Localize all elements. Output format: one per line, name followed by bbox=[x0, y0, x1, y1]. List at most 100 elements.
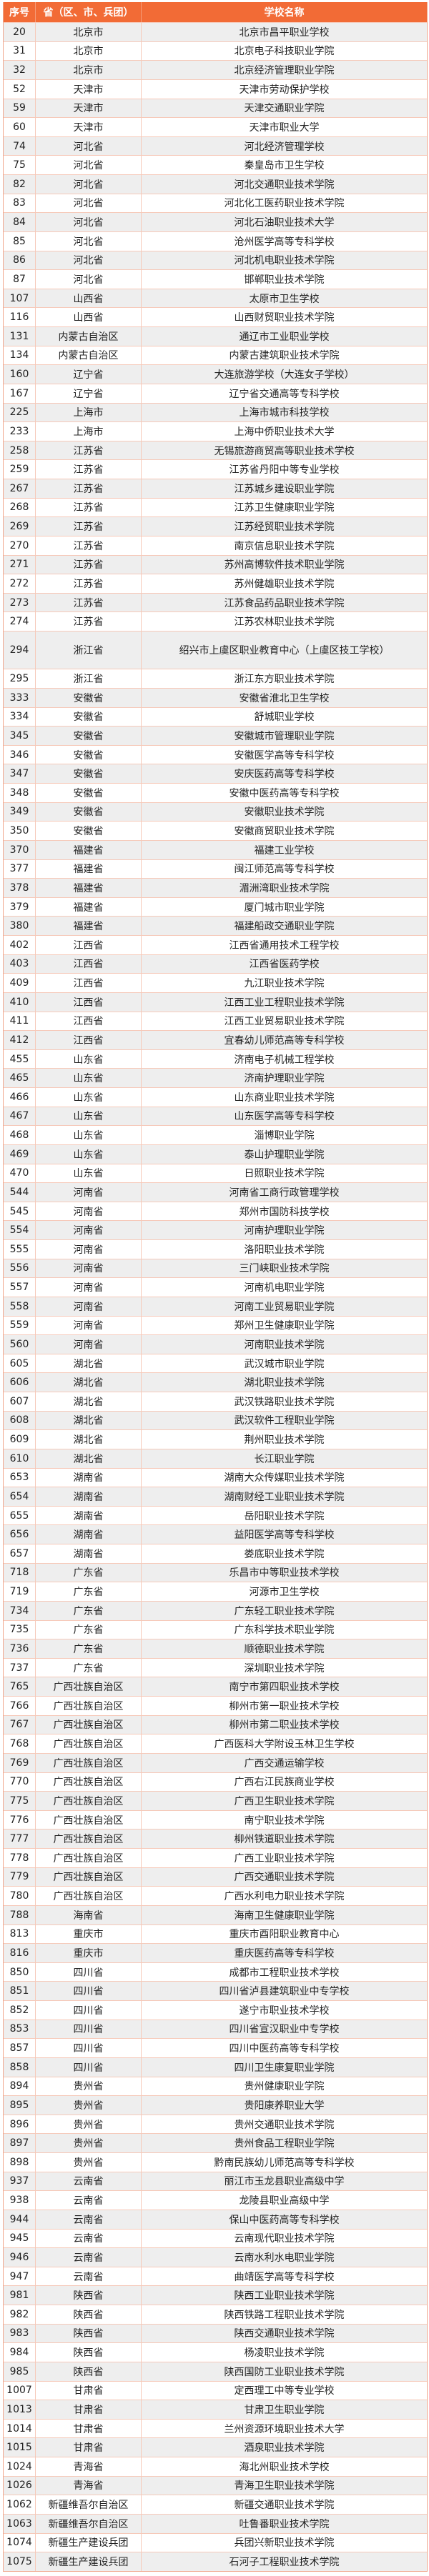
table-row: 1013 甘肃省 甘肃卫生职业学院 bbox=[4, 2400, 427, 2419]
cell-no: 295 bbox=[4, 669, 36, 688]
cell-no: 608 bbox=[4, 1411, 36, 1430]
cell-no: 898 bbox=[4, 2153, 36, 2172]
table-row: 985 陕西省 陕西国防工业职业技术学院 bbox=[4, 2361, 427, 2381]
cell-province: 安徽省 bbox=[36, 822, 142, 840]
cell-school: 郑州卫生健康职业学院 bbox=[234, 1320, 335, 1332]
table-row: 377 福建省 闽江师范高等专科学校 bbox=[4, 859, 427, 879]
cell-school: 深圳职业技术学院 bbox=[244, 1662, 325, 1674]
cell-no: 1013 bbox=[4, 2400, 36, 2419]
cell-province: 河南省 bbox=[36, 1259, 142, 1278]
cell-school: 柳州铁道职业技术学院 bbox=[234, 1834, 335, 1846]
table-row: 1014 甘肃省 兰州资源环境职业技术大学 bbox=[4, 2418, 427, 2438]
cell-province: 河北省 bbox=[36, 270, 142, 289]
table-row: 225 上海市 上海市城市科技学校 bbox=[4, 402, 427, 422]
table-row: 816 重庆市 重庆医药高等专科学校 bbox=[4, 1943, 427, 1962]
table-row: 737 广东省 深圳职业技术学院 bbox=[4, 1657, 427, 1677]
cell-no: 467 bbox=[4, 1107, 36, 1126]
table-row: 945 云南省 云南现代职业技术学院 bbox=[4, 2228, 427, 2248]
cell-no: 272 bbox=[4, 574, 36, 593]
table-row: 131 内蒙古自治区 通辽市工业职业学校 bbox=[4, 326, 427, 346]
table-row: 606 湖北省 湖北职业技术学院 bbox=[4, 1372, 427, 1392]
table-row: 557 河南省 河南机电职业学院 bbox=[4, 1277, 427, 1297]
cell-province: 甘肃省 bbox=[36, 2400, 142, 2419]
cell-school: 兰州资源环境职业技术大学 bbox=[224, 2423, 345, 2435]
cell-no: 60 bbox=[4, 118, 36, 136]
cell-school: 青海卫生职业技术学院 bbox=[234, 2480, 335, 2492]
table-row: 345 安徽省 安徽城市管理职业学院 bbox=[4, 726, 427, 745]
cell-province: 广西壮族自治区 bbox=[36, 1677, 142, 1696]
table-row: 268 江苏省 江苏卫生健康职业学院 bbox=[4, 497, 427, 517]
cell-school: 广西交通运输学校 bbox=[244, 1757, 325, 1769]
cell-province: 江西省 bbox=[36, 954, 142, 974]
table-row: 735 广东省 广东科学技术职业学院 bbox=[4, 1619, 427, 1639]
table-row: 946 云南省 云南水利水电职业学院 bbox=[4, 2247, 427, 2267]
cell-no: 981 bbox=[4, 2286, 36, 2305]
cell-province: 湖南省 bbox=[36, 1487, 142, 1506]
table-row: 944 云南省 保山中医药高等专科学校 bbox=[4, 2209, 427, 2229]
cell-no: 269 bbox=[4, 517, 36, 536]
table-row: 554 河南省 河南护理职业学院 bbox=[4, 1220, 427, 1239]
cell-province: 广东省 bbox=[36, 1620, 142, 1639]
cell-no: 788 bbox=[4, 1905, 36, 1924]
table-row: 813 重庆市 重庆市酉阳职业教育中心 bbox=[4, 1924, 427, 1944]
table-row: 559 河南省 郑州卫生健康职业学院 bbox=[4, 1315, 427, 1335]
cell-school: 三门峡职业技术学院 bbox=[239, 1263, 330, 1275]
cell-no: 610 bbox=[4, 1449, 36, 1468]
cell-no: 1014 bbox=[4, 2419, 36, 2438]
cell-school: 日照职业技术学院 bbox=[244, 1168, 325, 1180]
cell-province: 河北省 bbox=[36, 194, 142, 213]
cell-school: 吐鲁番职业技术学院 bbox=[239, 2518, 330, 2530]
cell-province: 河北省 bbox=[36, 213, 142, 231]
cell-school: 广西交通职业技术学院 bbox=[234, 1872, 335, 1884]
cell-province: 上海市 bbox=[36, 403, 142, 422]
cell-school: 江苏经贸职业技术学院 bbox=[234, 521, 335, 534]
cell-school: 河北经济管理学校 bbox=[244, 141, 325, 153]
cell-school: 南宁市第四职业技术学校 bbox=[229, 1682, 340, 1694]
table-row: 788 海南省 海南卫生健康职业学院 bbox=[4, 1904, 427, 1924]
cell-no: 470 bbox=[4, 1164, 36, 1183]
cell-no: 779 bbox=[4, 1867, 36, 1887]
cell-province: 甘肃省 bbox=[36, 2381, 142, 2400]
cell-no: 468 bbox=[4, 1126, 36, 1144]
cell-province: 云南省 bbox=[36, 2172, 142, 2191]
cell-province: 四川省 bbox=[36, 2057, 142, 2077]
cell-school: 新疆交通职业技术学院 bbox=[234, 2500, 335, 2512]
cell-no: 850 bbox=[4, 1962, 36, 1982]
cell-province: 广西壮族自治区 bbox=[36, 1697, 142, 1715]
cell-province: 广西壮族自治区 bbox=[36, 1734, 142, 1753]
cell-no: 333 bbox=[4, 688, 36, 707]
cell-province: 湖北省 bbox=[36, 1373, 142, 1392]
cell-province: 重庆市 bbox=[36, 1944, 142, 1962]
cell-school: 安徽省淮北卫生学校 bbox=[239, 692, 330, 704]
cell-no: 379 bbox=[4, 897, 36, 917]
cell-province: 贵州省 bbox=[36, 2115, 142, 2134]
cell-province: 河南省 bbox=[36, 1278, 142, 1297]
cell-province: 河北省 bbox=[36, 175, 142, 194]
cell-province: 贵州省 bbox=[36, 2153, 142, 2172]
cell-province: 云南省 bbox=[36, 2267, 142, 2286]
cell-school: 闽江师范高等专科学校 bbox=[234, 864, 335, 876]
table-row: 350 安徽省 安徽商贸职业技术学院 bbox=[4, 821, 427, 840]
cell-province: 湖北省 bbox=[36, 1411, 142, 1430]
cell-school: 贵州交通职业技术学院 bbox=[234, 2119, 335, 2131]
header-school: 学校名称 bbox=[264, 7, 305, 19]
cell-province: 湖南省 bbox=[36, 1506, 142, 1525]
cell-no: 271 bbox=[4, 555, 36, 574]
cell-school: 江苏卫生健康职业学院 bbox=[234, 502, 335, 514]
table-row: 233 上海市 上海中侨职业技术大学 bbox=[4, 421, 427, 441]
table-row: 769 广西壮族自治区 广西交通运输学校 bbox=[4, 1752, 427, 1772]
cell-province: 湖北省 bbox=[36, 1392, 142, 1411]
cell-province: 广西壮族自治区 bbox=[36, 1753, 142, 1772]
cell-no: 852 bbox=[4, 2001, 36, 2020]
cell-province: 河南省 bbox=[36, 1316, 142, 1335]
table-row: 1015 甘肃省 酒泉职业技术学院 bbox=[4, 2437, 427, 2457]
cell-no: 403 bbox=[4, 954, 36, 974]
cell-school: 广西水利电力职业技术学院 bbox=[224, 1891, 345, 1903]
cell-school: 北京经济管理职业学院 bbox=[234, 65, 335, 77]
cell-school: 福建工业学校 bbox=[254, 844, 315, 857]
table-row: 333 安徽省 安徽省淮北卫生学校 bbox=[4, 687, 427, 707]
table-row: 402 江西省 江西省通用技术工程学校 bbox=[4, 935, 427, 954]
cell-province: 新疆生产建设兵团 bbox=[36, 2533, 142, 2552]
cell-no: 559 bbox=[4, 1316, 36, 1335]
table-row: 31 北京市 北京电子科技职业学院 bbox=[4, 41, 427, 61]
